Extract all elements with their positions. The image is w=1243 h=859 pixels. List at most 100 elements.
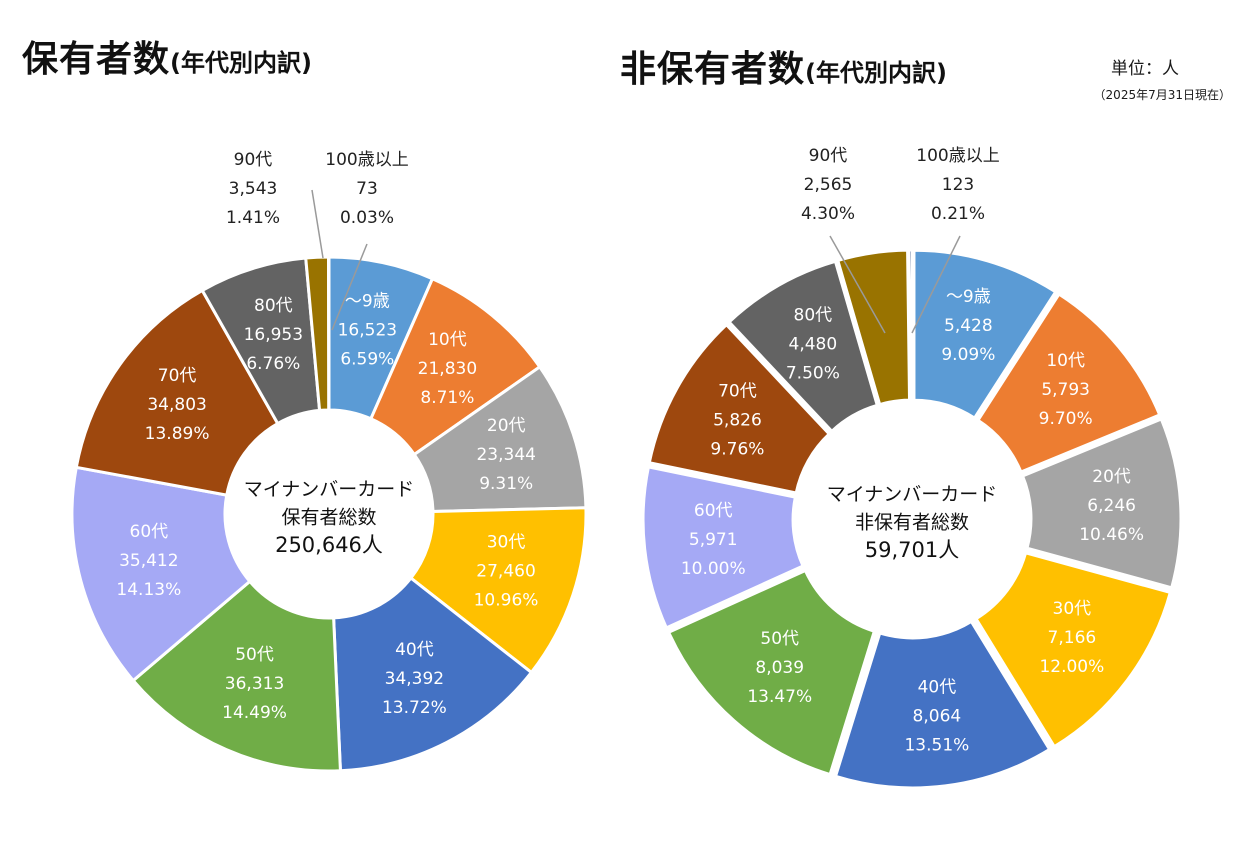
percent-label-6: 14.13% bbox=[116, 580, 181, 600]
percent-label-3: 10.96% bbox=[474, 591, 539, 611]
category-label-10: 100歳以上 bbox=[325, 150, 408, 170]
percent-label-8: 7.50% bbox=[786, 363, 840, 383]
category-label-9: 90代 bbox=[234, 150, 273, 170]
category-label-3: 30代 bbox=[1053, 599, 1092, 619]
category-label-1: 10代 bbox=[1046, 351, 1085, 371]
center-text-2: 250,646人 bbox=[275, 533, 383, 557]
percent-label-7: 9.76% bbox=[710, 439, 764, 459]
slice-0 bbox=[912, 248, 1058, 421]
percent-label-10: 0.03% bbox=[340, 208, 394, 228]
slice-5 bbox=[666, 568, 877, 777]
percent-label-1: 9.70% bbox=[1039, 409, 1093, 429]
right-chart-title: 非保有者数(年代別内訳) bbox=[620, 40, 947, 92]
value-label-7: 34,803 bbox=[147, 395, 206, 415]
value-label-3: 7,166 bbox=[1048, 628, 1097, 648]
value-label-8: 4,480 bbox=[789, 334, 838, 354]
left-title-main: 保有者数 bbox=[22, 39, 171, 80]
percent-label-1: 8.71% bbox=[420, 388, 474, 408]
slice-3 bbox=[408, 506, 588, 675]
value-label-2: 6,246 bbox=[1087, 496, 1136, 516]
percent-label-8: 6.76% bbox=[246, 354, 300, 374]
category-label-2: 20代 bbox=[1092, 467, 1131, 487]
category-label-9: 90代 bbox=[809, 146, 848, 166]
center-text-2: 59,701人 bbox=[865, 538, 959, 562]
value-label-2: 23,344 bbox=[476, 445, 535, 465]
percent-label-10: 0.21% bbox=[931, 204, 985, 224]
category-label-10: 100歳以上 bbox=[916, 146, 999, 166]
value-label-8: 16,953 bbox=[244, 325, 303, 345]
leader-line-10 bbox=[331, 243, 368, 331]
category-label-6: 60代 bbox=[130, 522, 169, 542]
slice-4 bbox=[332, 576, 534, 773]
percent-label-5: 13.47% bbox=[747, 687, 812, 707]
center-text-1: 保有者総数 bbox=[281, 507, 376, 529]
percent-label-9: 1.41% bbox=[226, 208, 280, 228]
donut-chart-1: ～9歳 16,523 6.59% 10代 21,830 8.71% 20代 23,344 9.3… bbox=[70, 150, 588, 773]
value-label-4: 8,064 bbox=[913, 706, 962, 726]
percent-label-0: 9.09% bbox=[941, 345, 995, 365]
slice-8 bbox=[726, 259, 880, 434]
percent-label-3: 12.00% bbox=[1039, 657, 1104, 677]
slice-6 bbox=[70, 465, 252, 683]
right-title-main: 非保有者数 bbox=[620, 49, 806, 90]
category-label-0: ～9歳 bbox=[946, 287, 991, 307]
value-label-6: 5,971 bbox=[689, 530, 738, 550]
percent-label-9: 4.30% bbox=[801, 204, 855, 224]
category-label-0: ～9歳 bbox=[345, 291, 390, 311]
slice-1 bbox=[975, 292, 1162, 474]
slice-6 bbox=[641, 465, 805, 630]
left-chart-title: 保有者数(年代別内訳) bbox=[22, 30, 312, 82]
slice-7 bbox=[647, 322, 832, 495]
category-label-4: 40代 bbox=[918, 677, 957, 697]
value-label-3: 27,460 bbox=[476, 562, 535, 582]
value-label-10: 73 bbox=[356, 179, 378, 199]
leader-line-9 bbox=[829, 235, 886, 334]
category-label-8: 80代 bbox=[254, 296, 293, 316]
percent-label-2: 9.31% bbox=[479, 474, 533, 494]
center-text-0: マイナンバーカード bbox=[244, 479, 415, 501]
slice-10 bbox=[907, 248, 914, 402]
value-label-9: 3,543 bbox=[229, 179, 278, 199]
category-label-3: 30代 bbox=[487, 533, 526, 553]
center-text-0: マイナンバーカード bbox=[827, 484, 998, 506]
category-label-7: 70代 bbox=[718, 381, 757, 401]
slice-7 bbox=[74, 288, 280, 497]
value-label-1: 5,793 bbox=[1041, 380, 1090, 400]
slice-4 bbox=[833, 619, 1052, 790]
percent-label-4: 13.72% bbox=[382, 698, 447, 718]
value-label-5: 8,039 bbox=[755, 658, 804, 678]
value-label-6: 35,412 bbox=[119, 551, 178, 571]
donut-center bbox=[802, 409, 1022, 629]
category-label-2: 20代 bbox=[487, 416, 526, 436]
category-label-8: 80代 bbox=[794, 305, 833, 325]
value-label-7: 5,826 bbox=[713, 410, 762, 430]
value-label-1: 21,830 bbox=[418, 359, 477, 379]
percent-label-2: 10.46% bbox=[1079, 525, 1144, 545]
slice-3 bbox=[973, 550, 1173, 749]
donut-chart-2: ～9歳 5,428 9.09% 10代 5,793 9.70% 20代 6,246 10.46%… bbox=[641, 146, 1183, 790]
category-label-7: 70代 bbox=[158, 366, 197, 386]
value-label-0: 5,428 bbox=[944, 316, 993, 336]
percent-label-7: 13.89% bbox=[145, 424, 210, 444]
percent-label-5: 14.49% bbox=[222, 703, 287, 723]
category-label-5: 50代 bbox=[235, 645, 274, 665]
as-of-date: （2025年7月31日現在） bbox=[1093, 88, 1231, 102]
leader-line-9 bbox=[311, 189, 324, 259]
leader-line-10 bbox=[911, 235, 961, 334]
value-label-0: 16,523 bbox=[338, 320, 397, 340]
left-title-sub: (年代別内訳) bbox=[170, 49, 312, 77]
slice-5 bbox=[131, 579, 342, 773]
category-label-6: 60代 bbox=[694, 501, 733, 521]
category-label-5: 50代 bbox=[760, 629, 799, 649]
donut-center bbox=[227, 412, 431, 616]
category-label-4: 40代 bbox=[395, 640, 434, 660]
value-label-4: 34,392 bbox=[385, 669, 444, 689]
value-label-10: 123 bbox=[942, 175, 974, 195]
value-label-9: 2,565 bbox=[804, 175, 853, 195]
percent-label-6: 10.00% bbox=[681, 559, 746, 579]
percent-label-0: 6.59% bbox=[340, 349, 394, 369]
value-label-5: 36,313 bbox=[225, 674, 284, 694]
percent-label-4: 13.51% bbox=[904, 735, 969, 755]
slice-2 bbox=[1020, 417, 1183, 590]
